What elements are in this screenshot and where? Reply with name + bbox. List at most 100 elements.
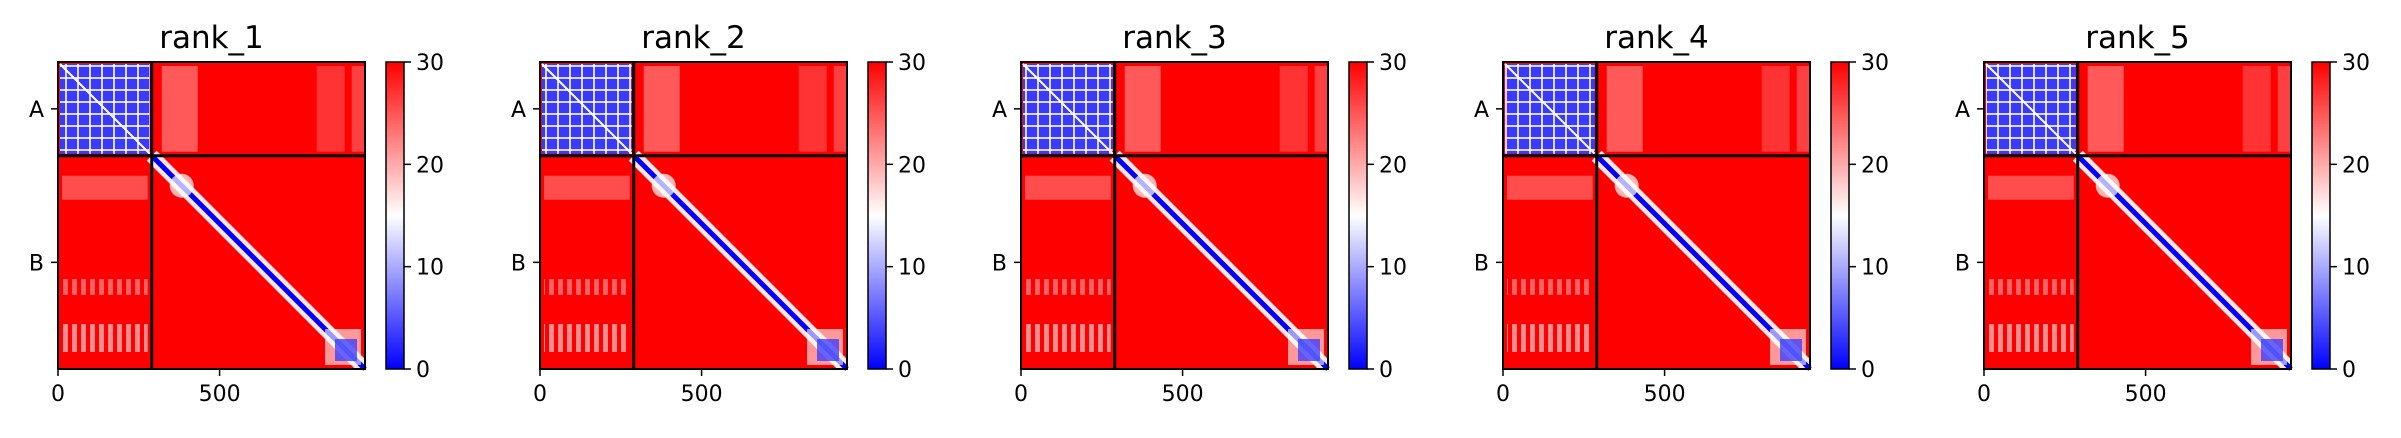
colorbar: 0 10 20 30 [1348, 51, 1407, 383]
colorbar-tick-label: 0 [416, 358, 430, 383]
y-tick-label: B [29, 251, 44, 276]
panel-3: rank_3 A B 0 500 0 10 20 30 [992, 20, 1407, 407]
interchain-stripe [316, 66, 345, 152]
y-tick-label: A [511, 98, 526, 123]
colorbar-tick-label: 20 [416, 153, 444, 178]
domain-block [817, 339, 839, 361]
interchain-stripe [1025, 175, 1111, 200]
panel-title: rank_2 [641, 20, 746, 56]
colorbar: 0 10 20 30 [385, 51, 444, 383]
domain-block [2261, 339, 2283, 361]
panel-title: rank_3 [1122, 20, 1227, 56]
heatmap [1983, 61, 2308, 374]
interchain-stripe [1988, 175, 2074, 200]
domain-block [1132, 173, 1157, 198]
interchain-stripe [1761, 66, 1790, 152]
diagonal [1022, 63, 1114, 155]
y-tick-label: B [992, 251, 1007, 276]
interchain-stripe [1507, 279, 1593, 295]
domain-block [2095, 173, 2120, 198]
colorbar-gradient [867, 61, 887, 370]
interchain-stripe [1025, 279, 1111, 295]
interchain-stripe [2277, 66, 2308, 152]
domain-block [1780, 339, 1802, 361]
colorbar-tick-label: 20 [1379, 153, 1407, 178]
panel-title: rank_4 [1604, 20, 1709, 56]
interchain-stripe [544, 324, 630, 352]
interchain-stripe [544, 175, 630, 200]
heatmap [1502, 61, 1827, 374]
interchain-stripe [1124, 66, 1161, 152]
colorbar: 0 10 20 30 [1830, 51, 1889, 383]
interchain-stripe [544, 279, 630, 295]
colorbar-tick-label: 30 [898, 51, 926, 76]
colorbar-gradient [2311, 61, 2331, 370]
colorbar-gradient [1830, 61, 1850, 370]
domain-block [651, 173, 676, 198]
y-tick-label: A [1474, 98, 1489, 123]
colorbar-tick-label: 10 [1379, 256, 1407, 281]
domain-block [335, 339, 357, 361]
colorbar-tick-label: 20 [2342, 153, 2370, 178]
colorbar-tick-label: 10 [416, 256, 444, 281]
colorbar-tick-label: 0 [1379, 358, 1393, 383]
interchain-stripe [1796, 66, 1827, 152]
panel-5: rank_5 A B 0 500 0 10 20 30 [1955, 20, 2370, 407]
heatmap [57, 61, 382, 374]
colorbar-tick-label: 30 [2342, 51, 2370, 76]
colorbar-tick-label: 0 [2342, 358, 2356, 383]
colorbar-tick-label: 0 [898, 358, 912, 383]
x-tick-label: 0 [1977, 382, 1991, 407]
heatmap [539, 61, 864, 374]
interchain-stripe [1025, 324, 1111, 352]
panel-title: rank_5 [2085, 20, 2190, 56]
interchain-stripe [1507, 175, 1593, 200]
colorbar-tick-label: 10 [1861, 256, 1889, 281]
heatmap-frame [1502, 61, 1811, 370]
y-tick-label: B [1955, 251, 1970, 276]
domain-block [1298, 339, 1320, 361]
interchain-stripe [351, 66, 382, 152]
heatmap-frame [1983, 61, 2292, 370]
x-tick-label: 0 [51, 382, 65, 407]
interchain-stripe [62, 175, 148, 200]
y-tick-label: B [511, 251, 526, 276]
x-tick-label: 500 [1644, 382, 1686, 407]
heatmap-frame [1020, 61, 1329, 370]
colorbar-tick-label: 30 [1379, 51, 1407, 76]
colorbar: 0 10 20 30 [2311, 51, 2370, 383]
interchain-stripe [1279, 66, 1308, 152]
interchain-stripe [1988, 279, 2074, 295]
colorbar-gradient [1348, 61, 1368, 370]
colorbar-tick-label: 10 [2342, 256, 2370, 281]
interchain-stripe [643, 66, 680, 152]
interchain-stripe [2242, 66, 2271, 152]
panel-2: rank_2 A B 0 500 0 10 20 30 [511, 20, 926, 407]
y-tick-label: B [1474, 251, 1489, 276]
y-tick-label: A [1955, 98, 1970, 123]
panel-title: rank_1 [159, 20, 264, 56]
x-tick-label: 0 [1496, 382, 1510, 407]
interchain-stripe [833, 66, 864, 152]
x-tick-label: 500 [1162, 382, 1204, 407]
interchain-stripe [1988, 324, 2074, 352]
colorbar-tick-label: 0 [1861, 358, 1875, 383]
colorbar-tick-label: 10 [898, 256, 926, 281]
x-tick-label: 500 [681, 382, 723, 407]
heatmap-frame [539, 61, 848, 370]
diagonal [1985, 63, 2077, 155]
x-tick-label: 500 [2125, 382, 2167, 407]
domain-block [169, 173, 194, 198]
interchain-stripe [1606, 66, 1643, 152]
interchain-stripe [62, 324, 148, 352]
interchain-stripe [798, 66, 827, 152]
x-tick-label: 0 [533, 382, 547, 407]
x-tick-label: 500 [199, 382, 241, 407]
interchain-stripe [1314, 66, 1345, 152]
y-tick-label: A [992, 98, 1007, 123]
colorbar-tick-label: 20 [1861, 153, 1889, 178]
y-tick-label: A [29, 98, 44, 123]
heatmap [1020, 61, 1345, 374]
x-tick-label: 0 [1014, 382, 1028, 407]
